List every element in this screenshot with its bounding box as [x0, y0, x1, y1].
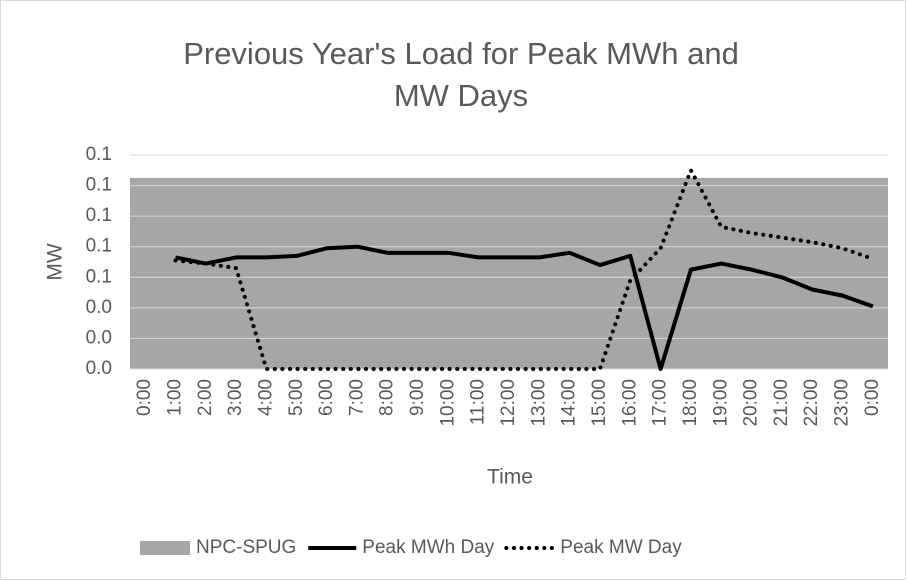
x-tick-label: 6:00 [316, 379, 337, 416]
legend-label: Peak MW Day [560, 537, 682, 558]
y-tick-label: 0.1 [86, 175, 112, 196]
x-tick-label: 15:00 [589, 379, 610, 427]
x-tick-label: 1:00 [164, 379, 185, 416]
x-tick-label: 4:00 [255, 379, 276, 416]
x-tick-label: 12:00 [498, 379, 519, 427]
x-tick-label: 0:00 [134, 379, 155, 416]
x-tick-label: 8:00 [377, 379, 398, 416]
y-tick-label: 0.1 [86, 205, 112, 226]
x-tick-label: 11:00 [468, 379, 489, 425]
x-tick-label: 14:00 [559, 379, 580, 427]
chart-title: Previous Year's Load for Peak MWh and [183, 36, 739, 71]
x-tick-label: 22:00 [801, 379, 822, 427]
x-tick-label: 17:00 [650, 379, 671, 427]
x-tick-label: 10:00 [437, 379, 458, 427]
y-tick-label: 0.0 [86, 297, 112, 318]
line [173, 168, 875, 371]
x-axis-label: Time [487, 466, 533, 489]
legend-label: Peak MWh Day [362, 537, 494, 558]
line [175, 244, 874, 371]
area [130, 177, 888, 369]
y-tick-label: 0.1 [86, 236, 112, 257]
x-tick-label: 23:00 [832, 379, 853, 427]
x-tick-label: 0:00 [862, 379, 883, 416]
x-tick-label: 9:00 [407, 379, 428, 416]
x-tick-label: 13:00 [528, 379, 549, 427]
x-tick-label: 20:00 [741, 379, 762, 427]
x-tick-label: 19:00 [710, 379, 731, 427]
x-tick-label: 7:00 [346, 379, 367, 416]
y-tick-label: 0.1 [86, 266, 112, 287]
x-tick-label: 2:00 [195, 379, 216, 416]
x-tick-label: 5:00 [286, 379, 307, 416]
x-tick-label: 18:00 [680, 379, 701, 427]
x-tick-label: 3:00 [225, 379, 246, 416]
y-axis-label: MW [44, 243, 67, 280]
y-tick-label: 0.1 [86, 144, 112, 165]
legend-swatch [140, 541, 190, 555]
x-tick-label: 21:00 [771, 379, 792, 427]
chart-title: MW Days [394, 78, 528, 113]
x-tick-label: 16:00 [619, 379, 640, 427]
legend-label: NPC-SPUG [196, 537, 296, 558]
y-tick-label: 0.0 [86, 358, 112, 379]
y-tick-label: 0.0 [86, 327, 112, 348]
